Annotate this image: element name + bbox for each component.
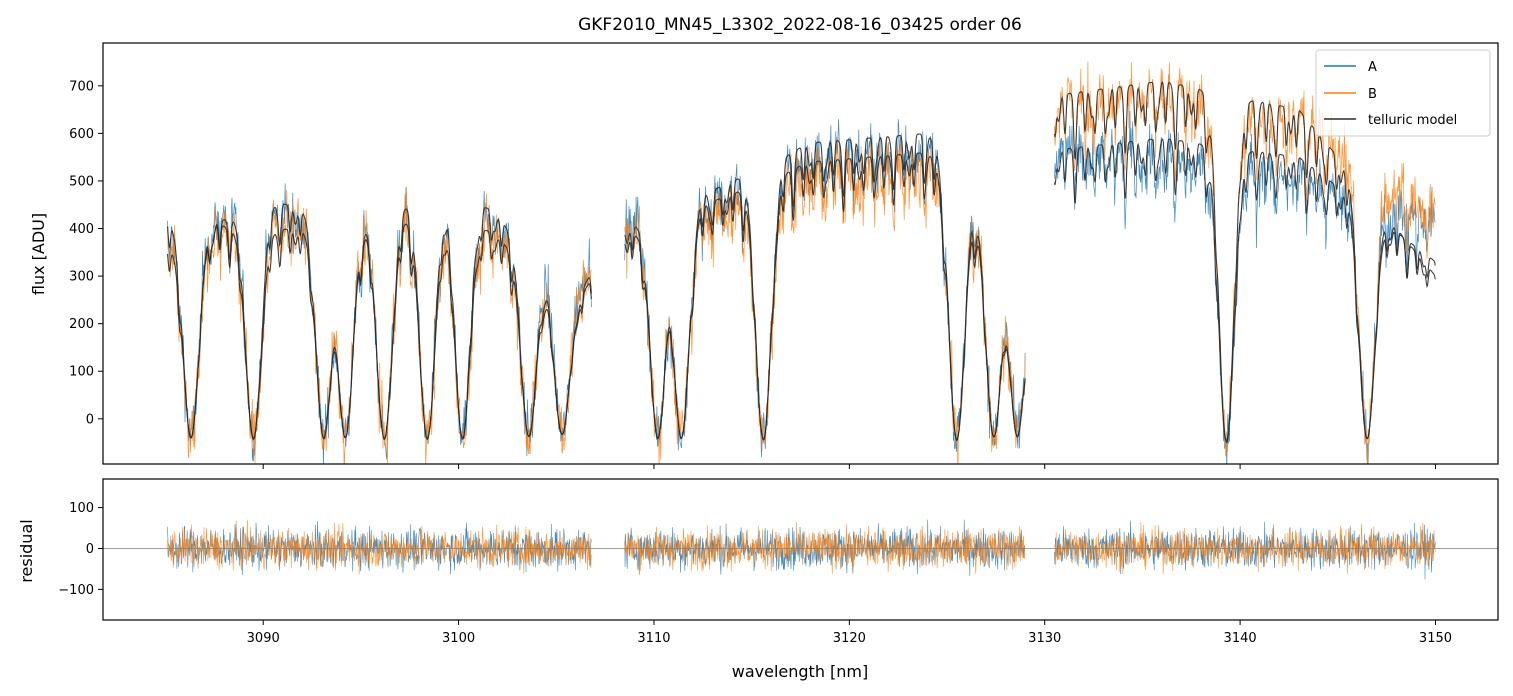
residual-series-B-segment-1 — [167, 519, 592, 575]
telluric-model-B-segment-1 — [166, 223, 592, 440]
flux-y-tick-label: 600 — [69, 127, 94, 142]
residual-x-tick-label: 3140 — [1224, 631, 1257, 646]
flux-y-tick-label: 300 — [69, 270, 94, 285]
residual-y-axis-label: residual — [17, 519, 36, 582]
flux-y-tick-label: 200 — [69, 317, 94, 332]
legend-label-A: A — [1368, 60, 1377, 75]
flux-series-A-segment-2 — [624, 119, 1026, 458]
flux-axes-frame — [102, 42, 1499, 465]
residual-series-B-segment-3 — [1054, 522, 1436, 575]
residual-x-tick-label: 3130 — [1028, 631, 1061, 646]
flux-y-axis-label: flux [ADU] — [29, 213, 48, 295]
flux-panel: 0 100 200 300 400 500 600 700 flux [ADU] A B te… — [29, 42, 1499, 469]
chart-title: GKF2010_MN45_L3302_2022-08-16_03425 orde… — [578, 15, 1022, 35]
legend: A B telluric model — [1315, 49, 1491, 137]
legend-label-telluric-model: telluric model — [1368, 113, 1457, 128]
flux-y-tick-label: 0 — [86, 412, 94, 427]
x-axis-label: wavelength [nm] — [732, 662, 869, 681]
residual-x-ticks: 3090 3100 3110 3120 3130 3140 3150 — [247, 620, 1452, 646]
residual-axes-frame — [102, 478, 1499, 621]
residual-x-tick-label: 3100 — [442, 631, 475, 646]
residual-x-tick-label: 3090 — [247, 631, 280, 646]
residual-x-tick-label: 3110 — [637, 631, 670, 646]
flux-plot-area — [166, 61, 1436, 464]
flux-x-ticks — [262, 464, 1436, 469]
flux-y-tick-label: 500 — [69, 174, 94, 189]
residual-y-ticks: −100 0 100 — [58, 501, 103, 598]
flux-y-tick-label: 100 — [69, 365, 94, 380]
telluric-model-B-segment-2 — [624, 152, 1026, 441]
residual-y-tick-label: 100 — [69, 501, 94, 516]
flux-y-tick-label: 400 — [69, 222, 94, 237]
residual-x-tick-label: 3120 — [833, 631, 866, 646]
residual-series-A-segment-3 — [1054, 520, 1436, 580]
flux-y-ticks: 0 100 200 300 400 500 600 700 — [69, 79, 103, 427]
residual-y-tick-label: −100 — [58, 583, 94, 598]
legend-label-B: B — [1368, 87, 1377, 102]
flux-series-B-segment-3 — [1054, 61, 1436, 464]
residual-y-tick-label: 0 — [86, 542, 94, 557]
residual-x-tick-label: 3150 — [1419, 631, 1452, 646]
residual-plot-area — [103, 519, 1498, 580]
telluric-model-B-segment-3 — [1053, 81, 1436, 444]
residual-panel: −100 0 100 3090 3100 3110 3120 3130 3140 3150 re… — [17, 478, 1499, 681]
flux-y-tick-label: 700 — [69, 79, 94, 94]
legend-box — [1315, 49, 1491, 137]
residual-series-B-segment-2 — [624, 522, 1026, 576]
